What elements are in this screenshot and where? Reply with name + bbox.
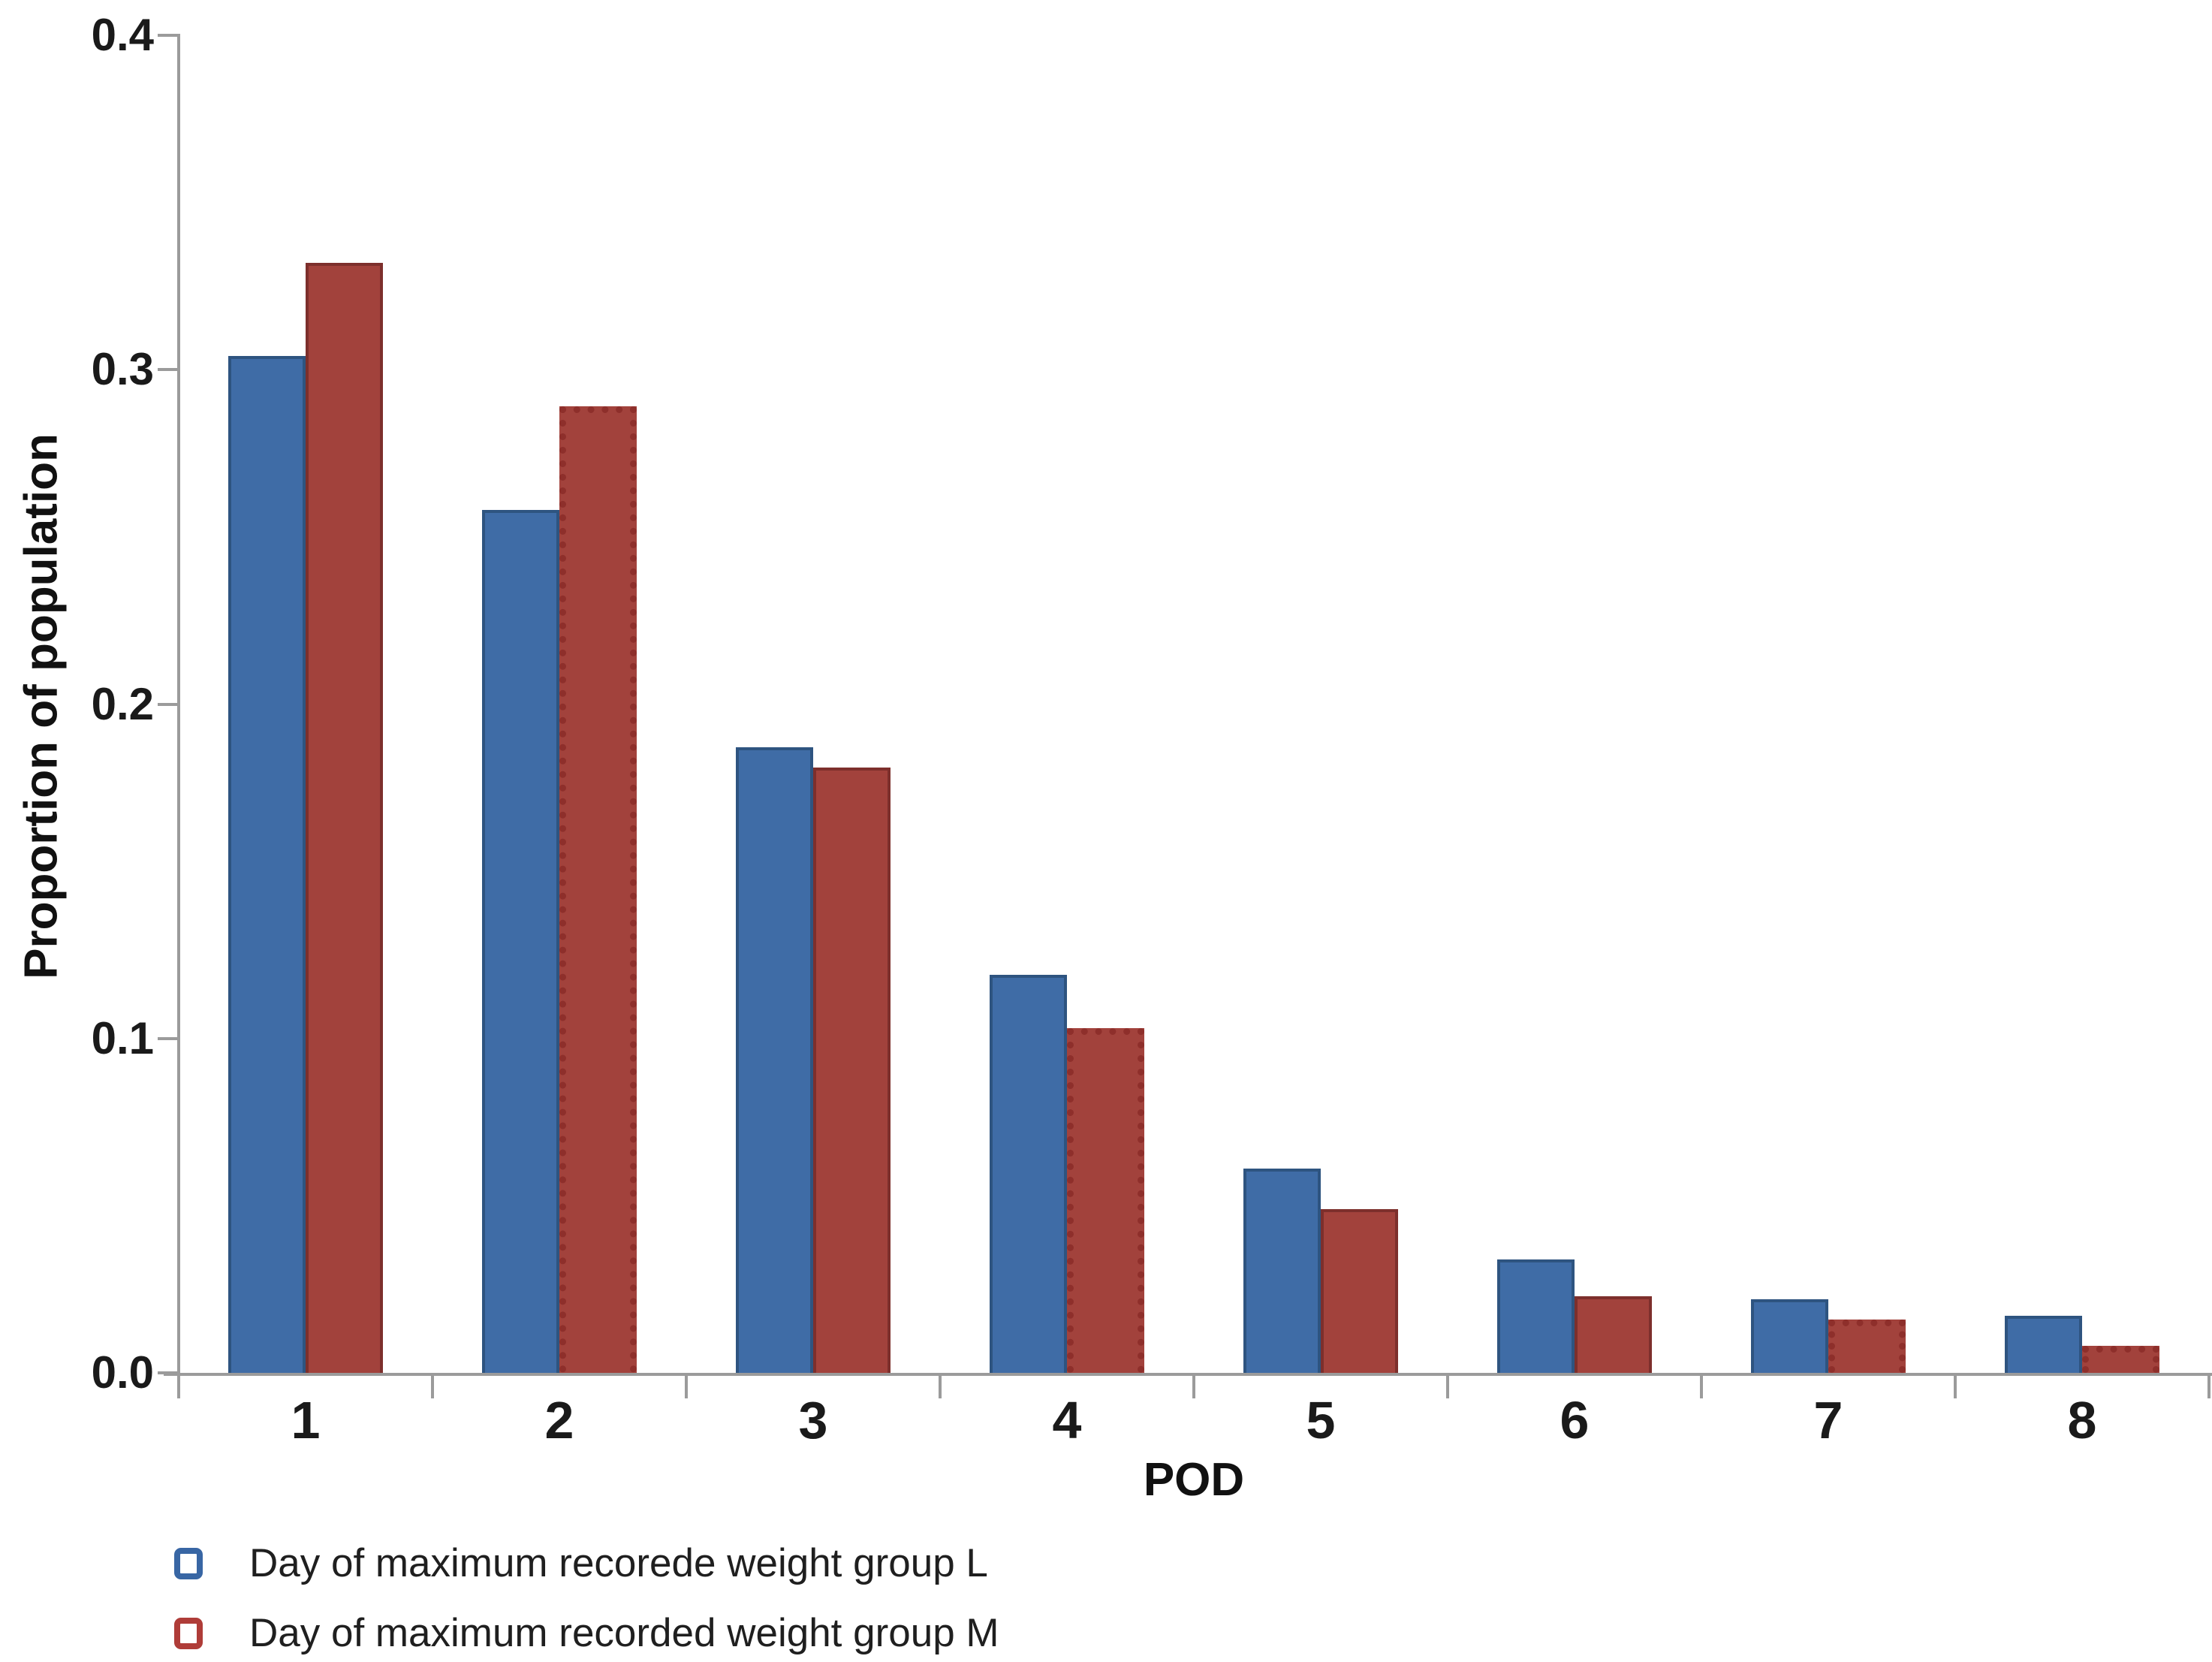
x-tick-label-1: 1: [291, 1391, 321, 1449]
bar-groups: [179, 35, 2209, 1373]
x-tick-2: [685, 1376, 688, 1398]
legend-item-group-l: Day of maximum recorede weight group L: [174, 1540, 988, 1586]
bar-group-pod-4: [940, 35, 1194, 1373]
x-tick-4: [1192, 1376, 1195, 1398]
bar-group-l-pod-1: [228, 356, 306, 1373]
bar-group-pod-7: [1701, 35, 1955, 1373]
y-tick-0.3: [158, 368, 179, 372]
x-tick-label-2: 2: [544, 1391, 574, 1449]
x-tick-label-5: 5: [1306, 1391, 1336, 1449]
x-axis-line: [164, 1373, 2212, 1376]
legend-label-group-m: Day of maximum recorded weight group M: [249, 1611, 999, 1655]
y-tick-label-0.1: 0.1: [91, 1012, 154, 1063]
x-axis-title: POD: [1143, 1454, 1245, 1506]
y-tick-label-0.3: 0.3: [91, 344, 154, 395]
legend-label-group-l: Day of maximum recorede weight group L: [249, 1541, 988, 1585]
x-tick-6: [1700, 1376, 1703, 1398]
x-tick-label-6: 6: [1560, 1391, 1590, 1449]
x-tick-7: [1954, 1376, 1957, 1398]
bar-group-pod-1: [179, 35, 432, 1373]
y-tick-0.4: [158, 34, 179, 37]
bar-group-pod-5: [1194, 35, 1448, 1373]
bar-group-pod-6: [1448, 35, 1701, 1373]
y-tick-0.1: [158, 1036, 179, 1040]
bar-group-l-pod-7: [1751, 1299, 1828, 1373]
x-tick-label-8: 8: [2067, 1391, 2097, 1449]
x-tick-label-4: 4: [1052, 1391, 1082, 1449]
x-tick-label-7: 7: [1813, 1391, 1843, 1449]
bar-group-l-pod-5: [1243, 1169, 1321, 1373]
bar-group-m-pod-3: [813, 768, 891, 1373]
x-tick-0: [177, 1376, 180, 1398]
bar-group-l-pod-6: [1497, 1259, 1575, 1373]
y-tick-label-0.2: 0.2: [91, 678, 154, 729]
bar-group-m-pod-4: [1067, 1028, 1144, 1373]
bar-group-l-pod-2: [482, 510, 559, 1373]
bar-group-pod-3: [686, 35, 940, 1373]
x-tick-label-3: 3: [798, 1391, 828, 1449]
y-tick-label-0.4: 0.4: [91, 10, 154, 60]
y-tick-0.0: [158, 1371, 179, 1374]
bar-group-m-pod-7: [1828, 1319, 1906, 1373]
bar-group-l-pod-8: [2005, 1316, 2082, 1373]
x-tick-3: [939, 1376, 942, 1398]
bar-group-m-pod-8: [2082, 1346, 2159, 1373]
x-tick-8: [2207, 1376, 2210, 1398]
bar-group-m-pod-2: [559, 406, 637, 1373]
x-tick-1: [431, 1376, 434, 1398]
legend-marker-group-l-icon: [174, 1547, 203, 1579]
bar-group-m-pod-5: [1321, 1208, 1398, 1373]
y-tick-label-0.0: 0.0: [91, 1347, 154, 1398]
x-tick-5: [1446, 1376, 1449, 1398]
y-tick-0.2: [158, 702, 179, 706]
plot-area: [179, 35, 2209, 1373]
bar-group-m-pod-6: [1575, 1296, 1652, 1373]
bar-group-pod-8: [1955, 35, 2209, 1373]
legend-marker-group-m-icon: [174, 1617, 203, 1649]
legend-item-group-m: Day of maximum recorded weight group M: [174, 1610, 999, 1656]
bar-group-l-pod-3: [736, 747, 813, 1373]
bar-group-pod-2: [432, 35, 686, 1373]
bar-group-m-pod-1: [306, 262, 383, 1373]
y-axis-line: [177, 34, 180, 1376]
bar-group-l-pod-4: [990, 975, 1067, 1373]
